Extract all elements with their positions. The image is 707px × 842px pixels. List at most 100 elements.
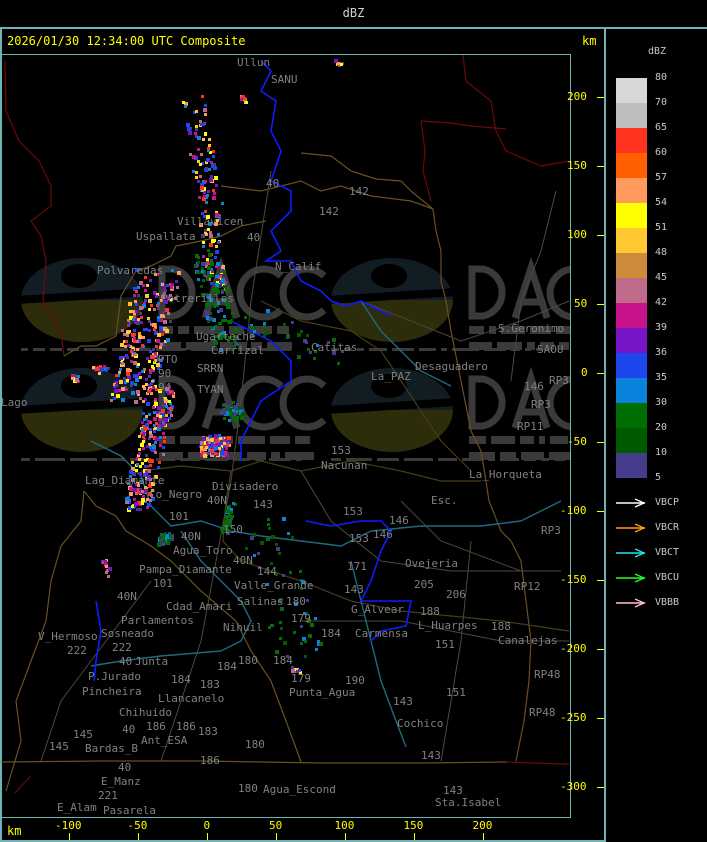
echo-pixel — [131, 461, 134, 464]
echo-pixel — [137, 393, 140, 396]
echo-pixel — [317, 640, 320, 643]
echo-pixel — [278, 600, 281, 603]
echo-pixel — [147, 478, 150, 481]
echo-pixel — [182, 101, 185, 104]
place-label: La_Horqueta — [469, 468, 542, 481]
radar-map[interactable]: Ullun SANU 40 40 142 142 Uspallata Villavicen N_… — [1, 54, 571, 818]
echo-pixel — [207, 320, 210, 323]
echo-pixel — [156, 411, 159, 414]
legend-arrow-label: VBCP — [655, 497, 680, 508]
echo-pixel — [139, 306, 143, 310]
place-label: Cdad_Amari — [166, 600, 233, 613]
echo-pixel — [134, 502, 138, 506]
echo-pixel — [143, 368, 146, 371]
echo-pixel — [148, 308, 151, 311]
echo-pixel — [236, 417, 239, 420]
echo-pixel — [124, 386, 127, 389]
echo-pixel — [209, 178, 213, 182]
echo-pixel — [143, 473, 147, 477]
echo-pixel — [139, 472, 142, 475]
echo-pixel — [268, 527, 271, 530]
echo-pixel — [127, 376, 131, 380]
echo-pixel — [250, 334, 254, 338]
echo-pixel — [113, 383, 116, 386]
echo-pixel — [131, 505, 134, 508]
echo-pixel — [225, 509, 229, 513]
irrigated-area-outline — [230, 320, 292, 461]
place-label: TPTO — [151, 353, 178, 366]
echo-pixel — [212, 318, 216, 322]
echo-pixel — [279, 621, 282, 624]
echo-pixel — [176, 286, 179, 289]
echo-pixel — [216, 290, 220, 294]
echo-pixel — [223, 445, 226, 448]
echo-pixel — [218, 439, 221, 442]
echo-pixel — [129, 487, 133, 491]
echo-pixel — [146, 284, 149, 287]
echo-pixel — [150, 392, 153, 395]
echo-pixel — [149, 350, 152, 353]
echo-pixel — [144, 289, 147, 292]
echo-pixel — [265, 331, 269, 335]
echo-pixel — [204, 180, 207, 183]
echo-pixel — [148, 390, 151, 393]
echo-pixel — [231, 312, 234, 315]
echo-pixel — [317, 643, 320, 646]
echo-pixel — [148, 320, 151, 323]
echo-pixel — [207, 271, 210, 274]
echo-pixel — [233, 335, 237, 339]
echo-pixel — [198, 196, 201, 199]
echo-pixel — [152, 445, 156, 449]
echo-pixel — [227, 529, 230, 532]
echo-pixel — [162, 293, 165, 296]
echo-pixel — [133, 315, 136, 318]
echo-pixel — [227, 295, 230, 298]
echo-pixel — [164, 289, 167, 292]
echo-pixel — [232, 416, 236, 420]
y-tick — [597, 97, 604, 98]
echo-pixel — [142, 412, 145, 415]
echo-pixel — [207, 147, 210, 150]
echo-pixel — [152, 386, 155, 389]
echo-pixel — [157, 424, 160, 427]
place-label: 144 — [257, 565, 277, 578]
echo-pixel — [215, 265, 218, 268]
echo-pixel — [224, 528, 227, 531]
echo-pixel — [217, 310, 220, 313]
echo-pixel — [133, 488, 137, 492]
echo-pixel — [118, 371, 121, 374]
echo-pixel — [146, 402, 150, 406]
echo-pixel — [149, 431, 152, 434]
echo-pixel — [153, 361, 156, 364]
place-label: 101 — [153, 577, 173, 590]
place-label: Canalejas — [498, 634, 558, 647]
echo-pixel — [204, 448, 207, 451]
echo-pixel — [184, 102, 188, 106]
echo-pixel — [222, 404, 225, 407]
place-label: 183 — [200, 678, 220, 691]
place-label: 183 — [198, 725, 218, 738]
echo-pixel — [305, 612, 308, 615]
echo-pixel — [140, 432, 143, 435]
echo-pixel — [155, 355, 158, 358]
echo-pixel — [157, 543, 161, 547]
legend-swatch — [616, 403, 647, 428]
echo-pixel — [214, 434, 217, 437]
y-tick-label: -100 — [560, 504, 587, 517]
place-label: 180 — [238, 782, 258, 795]
echo-pixel — [200, 186, 204, 190]
echo-pixel — [146, 458, 149, 461]
echo-pixel — [148, 329, 151, 332]
place-label: 146 — [373, 528, 393, 541]
echo-pixel — [228, 514, 231, 517]
x-tick-label: -100 — [55, 819, 82, 832]
place-label: 40 — [247, 231, 261, 244]
echo-pixel — [210, 339, 213, 342]
echo-pixel — [204, 210, 207, 213]
place-label: 151 — [446, 686, 466, 699]
echo-pixel — [164, 532, 167, 535]
echo-pixel — [197, 180, 200, 183]
echo-pixel — [106, 569, 109, 572]
echo-pixel — [216, 453, 219, 456]
echo-pixel — [205, 446, 208, 449]
